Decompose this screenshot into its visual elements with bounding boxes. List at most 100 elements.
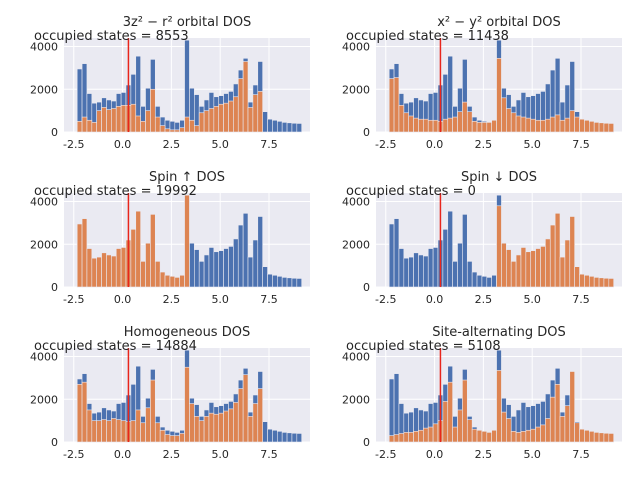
projected-dos-bar bbox=[111, 418, 117, 443]
total-dos-bar bbox=[267, 428, 273, 443]
projected-dos-bar bbox=[130, 420, 137, 443]
projected-dos-bar bbox=[486, 122, 492, 133]
y-tick-label: 0 bbox=[363, 436, 370, 449]
total-dos-bar bbox=[281, 432, 288, 443]
projected-dos-bar bbox=[115, 106, 122, 133]
projected-dos-bar bbox=[603, 277, 610, 288]
total-dos-bar bbox=[276, 276, 283, 288]
projected-dos-bar bbox=[159, 429, 166, 443]
x-tick-label: 7.5 bbox=[572, 448, 590, 461]
total-dos-bar bbox=[267, 118, 273, 133]
occupied-states-annotation: occupied states = 8553 bbox=[34, 29, 189, 44]
projected-dos-bar bbox=[603, 122, 610, 133]
projected-dos-bar bbox=[554, 212, 561, 288]
total-dos-bar bbox=[257, 216, 263, 288]
total-dos-bar bbox=[218, 250, 224, 288]
projected-dos-bar bbox=[427, 426, 434, 443]
projected-dos-bar bbox=[530, 428, 536, 443]
y-tick-label: 0 bbox=[51, 126, 58, 139]
total-dos-bar bbox=[393, 373, 400, 443]
projected-dos-bar bbox=[189, 119, 195, 133]
total-dos-bar bbox=[462, 214, 468, 288]
projected-dos-bar bbox=[169, 129, 176, 133]
x-tick-label: 0.0 bbox=[114, 448, 132, 461]
projected-dos-bar bbox=[398, 104, 405, 133]
total-dos-bar bbox=[481, 276, 488, 288]
projected-dos-bar bbox=[403, 112, 410, 133]
total-dos-bar bbox=[442, 229, 449, 288]
y-tick-label: 4000 bbox=[342, 351, 370, 364]
dos-panel-1: -2.5 0.0 2.5 5.0 7.5 0 2000 4000 3z² − r² orbita… bbox=[30, 15, 310, 151]
projected-dos-bar bbox=[496, 57, 502, 133]
projected-dos-bar bbox=[413, 431, 419, 443]
projected-dos-bar bbox=[252, 94, 259, 133]
projected-dos-bar bbox=[257, 388, 263, 443]
projected-dos-bar bbox=[145, 242, 151, 288]
projected-dos-bar bbox=[145, 110, 151, 133]
projected-dos-bar bbox=[481, 122, 488, 133]
x-tick-label: -2.5 bbox=[375, 293, 396, 306]
projected-dos-bar bbox=[535, 119, 541, 133]
y-tick-label: 2000 bbox=[30, 393, 58, 406]
projected-dos-bar bbox=[447, 117, 453, 133]
projected-dos-bar bbox=[130, 229, 137, 288]
total-dos-bar bbox=[447, 210, 453, 288]
projected-dos-bar bbox=[76, 384, 83, 443]
projected-dos-bar bbox=[184, 366, 190, 443]
projected-dos-bar bbox=[140, 422, 146, 443]
panel-title: Site-alternating DOS bbox=[432, 325, 565, 340]
projected-dos-bar bbox=[115, 248, 122, 288]
projected-dos-bar bbox=[593, 432, 600, 443]
total-dos-bar bbox=[272, 274, 278, 288]
projected-dos-bar bbox=[198, 420, 205, 443]
projected-dos-bar bbox=[462, 379, 468, 443]
total-dos-bar bbox=[233, 238, 239, 288]
x-tick-label: -2.5 bbox=[375, 138, 396, 151]
y-tick-label: 2000 bbox=[342, 393, 370, 406]
projected-dos-bar bbox=[559, 256, 566, 288]
total-dos-bar bbox=[247, 256, 254, 288]
x-tick-label: 0.0 bbox=[114, 293, 132, 306]
projected-dos-bar bbox=[111, 255, 117, 288]
occupied-states-annotation: occupied states = 19992 bbox=[34, 184, 197, 199]
total-dos-bar bbox=[408, 256, 414, 288]
total-dos-bar bbox=[203, 254, 210, 288]
total-dos-bar bbox=[194, 249, 200, 288]
total-dos-bar bbox=[403, 257, 410, 288]
projected-dos-bar bbox=[233, 402, 239, 443]
projected-dos-bar bbox=[247, 416, 254, 443]
projected-dos-bar bbox=[174, 435, 180, 443]
projected-dos-bar bbox=[130, 103, 137, 133]
y-tick-label: 0 bbox=[51, 281, 58, 294]
total-dos-bar bbox=[432, 247, 439, 288]
projected-dos-bar bbox=[564, 405, 571, 443]
y-tick-label: 4000 bbox=[342, 196, 370, 209]
projected-dos-bar bbox=[579, 118, 585, 133]
projected-dos-bar bbox=[520, 431, 527, 443]
projected-dos-bar bbox=[208, 412, 215, 443]
projected-dos-bar bbox=[208, 108, 215, 133]
projected-dos-bar bbox=[598, 277, 605, 288]
total-dos-bar bbox=[262, 266, 268, 288]
projected-dos-bar bbox=[228, 100, 234, 133]
total-dos-bar bbox=[393, 218, 400, 288]
projected-dos-bar bbox=[179, 433, 185, 443]
projected-dos-bar bbox=[535, 426, 541, 443]
projected-dos-bar bbox=[408, 432, 414, 443]
projected-dos-bar bbox=[427, 119, 434, 133]
total-dos-bar bbox=[276, 121, 283, 133]
projected-dos-bar bbox=[164, 274, 171, 288]
projected-dos-bar bbox=[452, 426, 458, 443]
projected-dos-bar bbox=[515, 115, 522, 133]
projected-dos-bar bbox=[86, 119, 93, 133]
projected-dos-bar bbox=[481, 431, 488, 443]
x-tick-label: 2.5 bbox=[475, 448, 493, 461]
x-tick-label: 7.5 bbox=[572, 138, 590, 151]
projected-dos-bar bbox=[564, 117, 571, 133]
total-dos-bar bbox=[252, 239, 259, 288]
projected-dos-bar bbox=[194, 125, 200, 133]
projected-dos-bar bbox=[491, 119, 497, 133]
projected-dos-bar bbox=[96, 110, 102, 133]
projected-dos-bar bbox=[569, 371, 575, 443]
projected-dos-bar bbox=[442, 401, 449, 443]
